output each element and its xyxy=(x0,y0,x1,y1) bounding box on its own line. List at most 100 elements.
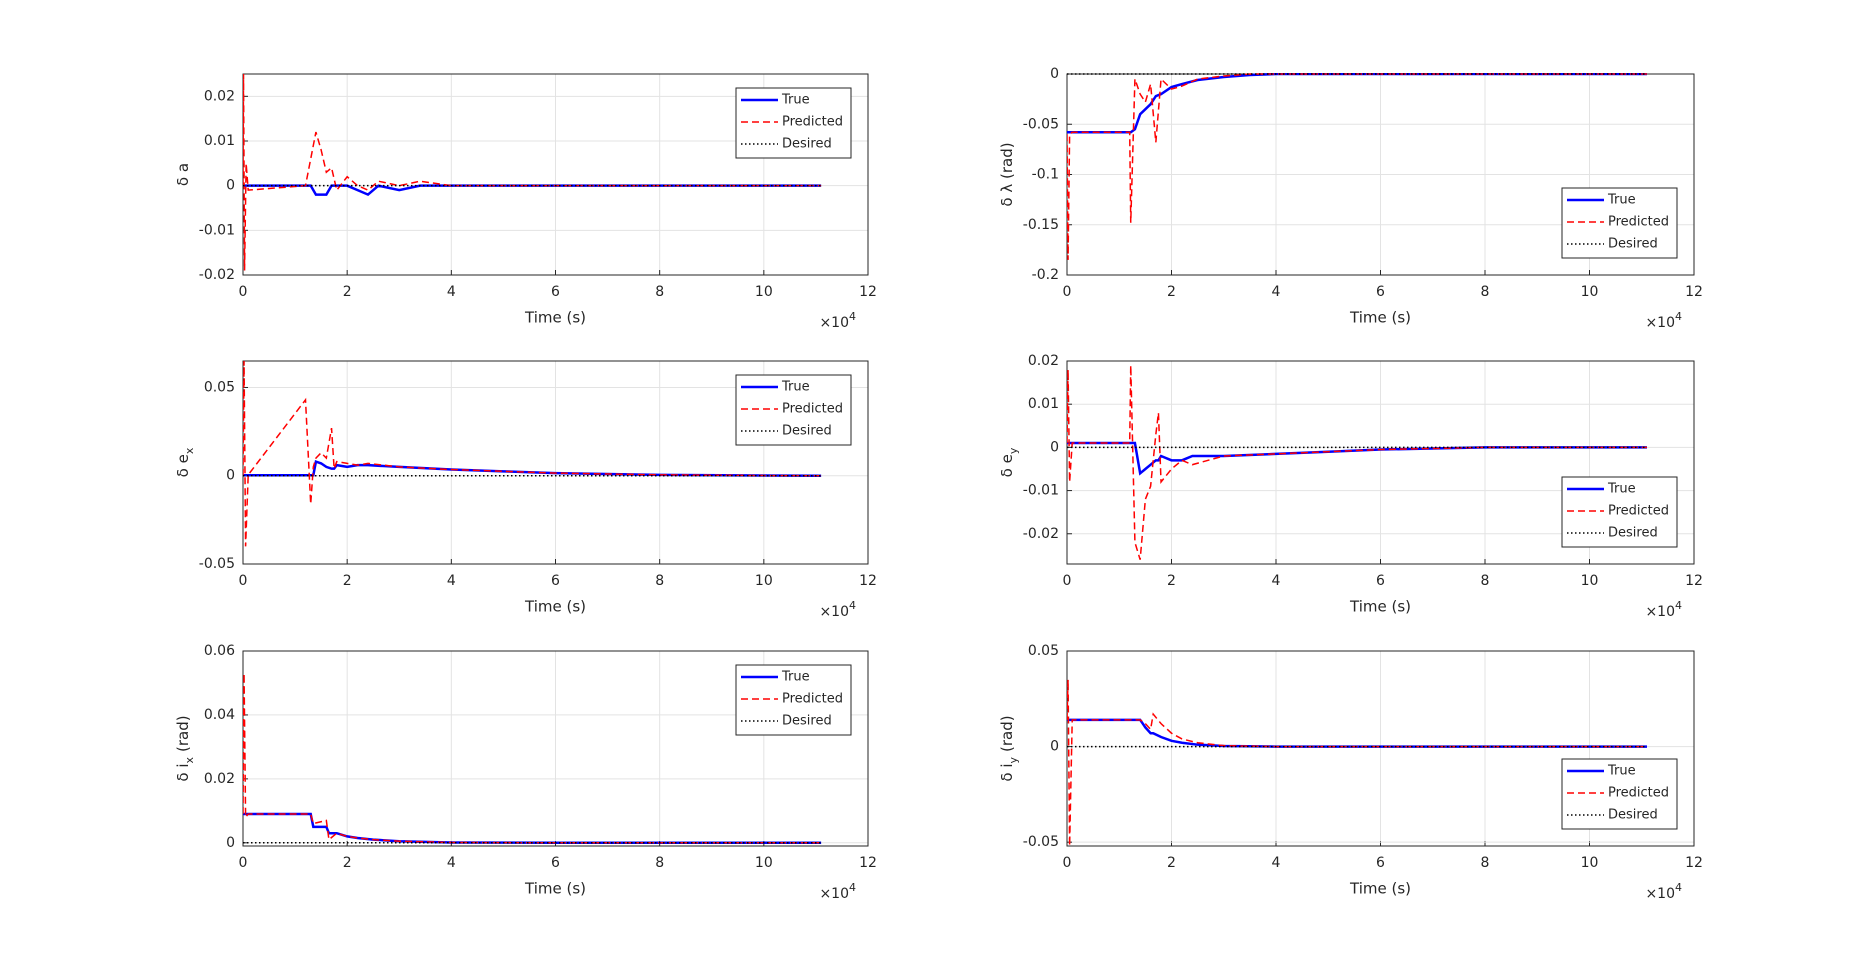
y-axis-label-subscript: y xyxy=(1007,756,1020,763)
y-axis-label-unit: (rad) xyxy=(998,715,1016,752)
x-tick-label: 6 xyxy=(1376,855,1385,871)
legend: True Predicted Desired xyxy=(1561,758,1678,830)
x-tick-label: 6 xyxy=(551,855,560,871)
x-tick-label: 10 xyxy=(755,855,773,871)
x-tick-label: 8 xyxy=(1481,573,1490,589)
y-axis-label: δ iy (rad) xyxy=(998,715,1020,781)
series-line xyxy=(1067,365,1647,560)
y-tick-label: -0.15 xyxy=(1023,217,1059,233)
legend-label: Predicted xyxy=(782,115,843,130)
x-tick-label: 12 xyxy=(859,855,877,871)
x-multiplier-exponent: 4 xyxy=(1675,881,1682,894)
y-tick-label: -0.2 xyxy=(1032,267,1059,283)
x-tick-label: 2 xyxy=(343,855,352,871)
legend-label: True xyxy=(781,93,810,108)
x-tick-label: 0 xyxy=(239,284,248,300)
x-tick-label: 6 xyxy=(1376,573,1385,589)
subplot: 0 2 4 6 8 10 12 -0.02 -0.01 0 0.01 0.02 True Predicte… xyxy=(174,73,877,331)
x-multiplier-exponent: 4 xyxy=(849,881,856,894)
x-tick-label: 2 xyxy=(1167,573,1176,589)
y-tick-label: 0.06 xyxy=(204,643,235,659)
x-tick-label: 6 xyxy=(551,284,560,300)
y-axis-label-main: δ e xyxy=(998,454,1016,477)
legend: True Predicted Desired xyxy=(735,664,852,736)
x-multiplier-base: ×10 xyxy=(1645,315,1675,331)
x-tick-label: 8 xyxy=(655,855,664,871)
y-tick-label: 0 xyxy=(226,468,235,484)
x-tick-label: 8 xyxy=(1481,284,1490,300)
x-axis-label: Time (s) xyxy=(524,309,586,327)
series-line xyxy=(243,673,822,844)
legend-label: Desired xyxy=(782,137,832,152)
legend-label: Predicted xyxy=(782,402,843,417)
legend-label: True xyxy=(1607,193,1636,208)
y-axis-label-subscript: y xyxy=(1007,447,1020,454)
series-line xyxy=(1067,679,1647,847)
x-tick-label: 8 xyxy=(655,284,664,300)
x-tick-label: 8 xyxy=(655,573,664,589)
legend-label: True xyxy=(781,670,810,685)
subplot: 0 2 4 6 8 10 12 0 0.02 0.04 0.06 True Predicted Desir… xyxy=(174,643,877,902)
x-tick-label: 4 xyxy=(1272,284,1281,300)
axes-frame xyxy=(1066,360,1695,565)
y-axis-label-main: δ λ (rad) xyxy=(998,142,1016,206)
x-axis-label: Time (s) xyxy=(1349,598,1411,616)
y-tick-label: -0.02 xyxy=(199,267,235,283)
x-tick-label: 10 xyxy=(755,284,773,300)
x-tick-label: 2 xyxy=(343,284,352,300)
y-tick-label: -0.05 xyxy=(199,556,235,572)
x-multiplier: ×104 xyxy=(819,310,856,331)
x-axis-label: Time (s) xyxy=(1349,880,1411,898)
y-axis-label: δ ix (rad) xyxy=(174,715,196,781)
x-tick-label: 2 xyxy=(1167,284,1176,300)
y-tick-label: 0 xyxy=(226,178,235,194)
x-tick-label: 12 xyxy=(859,284,877,300)
x-tick-label: 10 xyxy=(1581,573,1599,589)
subplot: 0 2 4 6 8 10 12 -0.2 -0.15 -0.1 -0.05 0 True Predicte… xyxy=(998,66,1703,331)
x-tick-label: 0 xyxy=(1063,573,1072,589)
x-multiplier-base: ×10 xyxy=(1645,604,1675,620)
x-multiplier: ×104 xyxy=(819,881,856,902)
axes-frame xyxy=(242,650,869,847)
x-tick-label: 2 xyxy=(343,573,352,589)
x-multiplier: ×104 xyxy=(1645,881,1682,902)
y-tick-label: -0.05 xyxy=(1023,834,1059,850)
legend-label: True xyxy=(781,380,810,395)
series-line xyxy=(1067,73,1647,260)
x-tick-label: 2 xyxy=(1167,855,1176,871)
x-tick-label: 12 xyxy=(1685,284,1703,300)
x-multiplier-base: ×10 xyxy=(819,315,849,331)
legend-label: True xyxy=(1607,764,1636,779)
x-multiplier-exponent: 4 xyxy=(1675,310,1682,323)
y-tick-label: 0 xyxy=(226,835,235,851)
x-axis-label: Time (s) xyxy=(524,880,586,898)
legend-label: Desired xyxy=(1608,237,1658,252)
legend-label: Predicted xyxy=(1608,786,1669,801)
y-tick-label: -0.01 xyxy=(1023,483,1059,499)
y-tick-label: -0.05 xyxy=(1023,116,1059,132)
x-tick-label: 12 xyxy=(1685,573,1703,589)
x-tick-label: 4 xyxy=(447,855,456,871)
legend-label: True xyxy=(1607,482,1636,497)
x-tick-label: 0 xyxy=(239,573,248,589)
legend: True Predicted Desired xyxy=(1561,476,1678,548)
x-tick-label: 4 xyxy=(1272,855,1281,871)
x-tick-label: 0 xyxy=(1063,855,1072,871)
y-axis-label-subscript: x xyxy=(183,756,196,763)
y-axis-label: δ ey xyxy=(998,447,1020,477)
x-tick-label: 4 xyxy=(447,284,456,300)
y-tick-label: 0.04 xyxy=(204,707,235,723)
y-axis-label: δ λ (rad) xyxy=(998,142,1016,206)
x-multiplier-exponent: 4 xyxy=(849,599,856,612)
y-tick-label: 0 xyxy=(1050,439,1059,455)
x-tick-label: 12 xyxy=(859,573,877,589)
x-multiplier-base: ×10 xyxy=(819,886,849,902)
series-line xyxy=(1067,73,1647,134)
x-tick-label: 10 xyxy=(1581,855,1599,871)
y-tick-label: 0.02 xyxy=(204,771,235,787)
y-axis-label-main: δ a xyxy=(174,163,192,186)
x-tick-label: 10 xyxy=(1581,284,1599,300)
y-tick-label: 0.02 xyxy=(204,88,235,104)
y-axis-label: δ ex xyxy=(174,447,196,477)
